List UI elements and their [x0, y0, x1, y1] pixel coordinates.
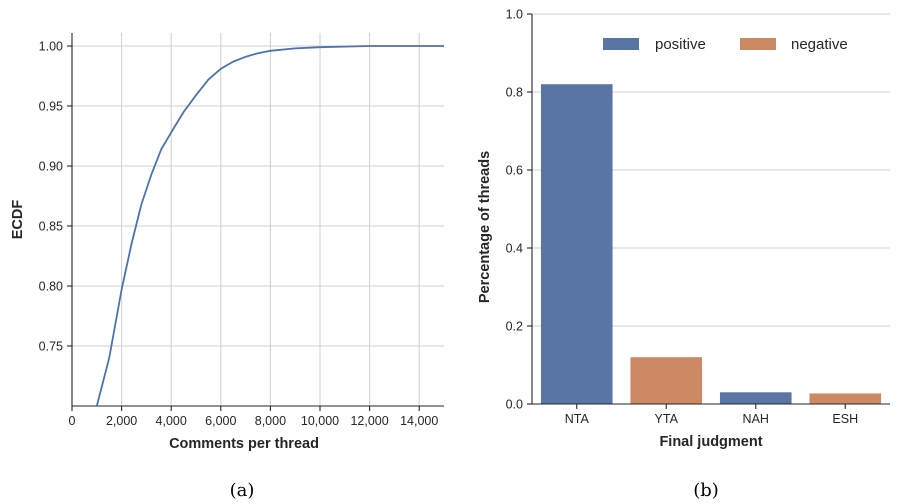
- x-tick-label: 8,000: [255, 414, 286, 428]
- x-tick-label: 6,000: [205, 414, 236, 428]
- chart-b: 0.0 0.2 0.4 0.6 0.8 1.0 NTA YTA NAH ESH positive ne…: [477, 8, 890, 501]
- legend-label-negative: negative: [791, 36, 848, 53]
- y-tick-label: 0.90: [39, 160, 63, 174]
- x-tick-label: 12,000: [350, 414, 388, 428]
- y-tick-label: 1.00: [39, 40, 63, 54]
- bar-yta: [630, 357, 703, 404]
- x-axis-label: Final judgment: [659, 434, 762, 450]
- y-tick-label: 0.80: [39, 280, 63, 294]
- x-tick-label: NAH: [743, 412, 769, 426]
- caption-a: (a): [230, 480, 255, 501]
- x-axis-label: Comments per thread: [169, 436, 319, 452]
- y-axis-label: ECDF: [10, 200, 26, 240]
- legend: positive negative: [603, 36, 848, 53]
- y-tick-label: 0.85: [39, 220, 63, 234]
- x-tick-label: 4,000: [156, 414, 187, 428]
- x-tick-label: YTA: [655, 412, 679, 426]
- chart-a: 0 2,000 4,000 6,000 8,000 10,000 12,000 14,000 0…: [10, 33, 444, 501]
- y-tick-label: 0.6: [506, 164, 523, 178]
- x-tick-label: 0: [69, 414, 76, 428]
- x-tick-label: 10,000: [301, 414, 339, 428]
- bar-nta: [540, 84, 613, 404]
- legend-swatch-negative: [740, 38, 776, 50]
- legend-swatch-positive: [603, 38, 639, 50]
- x-tick-label: NTA: [565, 412, 590, 426]
- legend-label-positive: positive: [655, 36, 706, 53]
- y-tick-label: 0.4: [506, 242, 523, 256]
- ecdf-series-line: [95, 45, 444, 407]
- y-tick-label: 0.2: [506, 320, 523, 334]
- caption-b: (b): [693, 480, 719, 501]
- bar-nah: [719, 392, 792, 404]
- y-tick-label: 1.0: [506, 8, 523, 22]
- x-tick-label: 14,000: [400, 414, 438, 428]
- y-tick-label: 0.75: [39, 340, 63, 354]
- y-tick-label: 0.0: [506, 398, 523, 412]
- y-tick-label: 0.8: [506, 86, 523, 100]
- y-tick-label: 0.95: [39, 100, 63, 114]
- x-tick-label: ESH: [832, 412, 858, 426]
- y-axis-label: Percentage of threads: [477, 151, 493, 303]
- x-tick-label: 2,000: [106, 414, 137, 428]
- bar-esh: [809, 393, 882, 404]
